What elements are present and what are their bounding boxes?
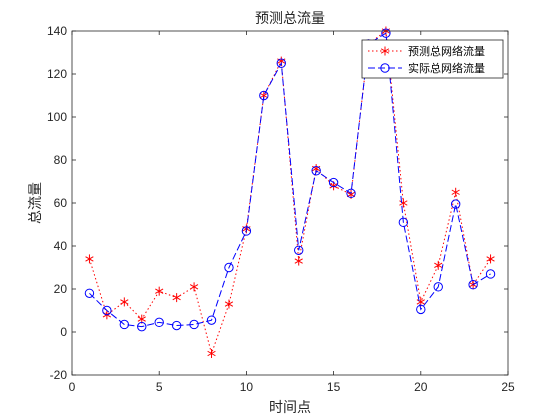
data-point [189,282,199,292]
y-axis: -20 0 20 40 60 80 100 120 140 [47,24,508,382]
data-point [189,319,199,330]
data-point [137,321,147,332]
data-point [311,166,321,176]
x-tick-label: 15 [327,380,341,394]
x-tick-label: 20 [414,380,428,394]
legend-item: 预测总网络流量 [368,44,485,58]
data-point [154,317,164,328]
legend-marker [380,46,390,56]
y-tick-label: 100 [47,110,67,124]
legend-box [361,39,504,79]
x-axis-title: 时间点 [269,400,311,416]
legend-marker [380,63,390,73]
data-point [224,262,234,273]
series-line [89,32,491,328]
data-point [468,280,478,290]
data-point [486,254,495,264]
series-2 [84,28,496,332]
data-point [224,299,234,309]
y-tick-label: 140 [47,24,67,38]
data-point [259,90,269,101]
chart-title: 预测总流量 [255,11,325,27]
x-tick-label: 0 [69,380,76,394]
data-point [85,254,94,264]
legend-label: 预测总网络流量 [408,44,485,58]
data-point [119,319,130,330]
data-point [172,293,181,303]
data-point [294,245,304,256]
data-point [416,304,426,315]
data-point [120,297,129,307]
data-point [346,188,356,199]
x-tick-label: 5 [156,380,163,394]
y-tick-label: 40 [54,239,68,253]
series-layer [84,26,496,358]
y-tick-label: 20 [54,282,68,296]
data-point [84,288,95,298]
data-point [276,58,286,68]
series-1 [85,26,495,358]
data-point [171,320,182,331]
y-axis-title: 总流量 [28,182,44,224]
data-point [381,28,391,38]
data-point [294,256,303,266]
data-point [485,269,496,279]
y-tick-label: 60 [54,196,68,210]
y-tick-label: 0 [60,325,67,339]
legend-label: 实际总网络流量 [408,61,485,75]
data-point [102,305,112,316]
data-point [207,349,216,358]
data-point [155,286,164,296]
x-axis: 0 5 10 15 20 25 [69,31,515,394]
data-point [433,282,443,292]
data-point [398,217,409,228]
y-tick-label: -20 [50,368,68,382]
data-point [434,260,443,270]
data-point [206,315,217,325]
legend-item: 实际总网络流量 [368,61,485,75]
y-tick-label: 80 [54,153,68,167]
data-point [450,199,461,209]
data-point [451,187,460,197]
x-tick-label: 10 [240,380,254,394]
data-point [328,177,339,188]
y-tick-label: 120 [47,67,67,81]
data-point [241,226,252,236]
plot-area [72,31,508,375]
data-point [399,198,408,208]
x-tick-label: 25 [501,380,515,394]
